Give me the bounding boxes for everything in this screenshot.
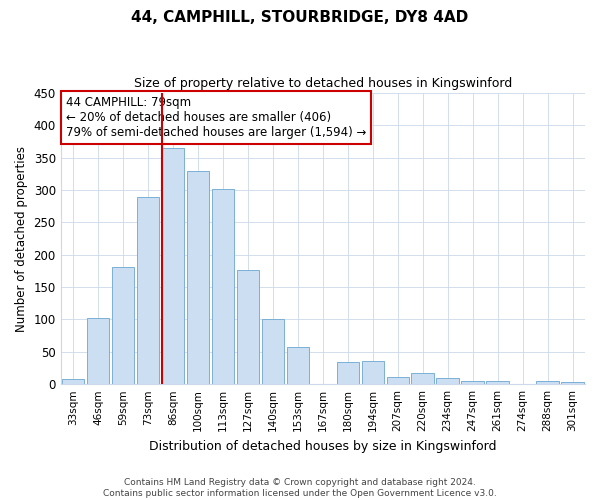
Bar [386, 377, 409, 384]
Bar [236, 270, 259, 384]
X-axis label: Distribution of detached houses by size in Kingswinford: Distribution of detached houses by size … [149, 440, 497, 452]
Bar [262, 320, 284, 384]
Title: Size of property relative to detached houses in Kingswinford: Size of property relative to detached ho… [134, 78, 512, 90]
Bar [62, 379, 85, 384]
Bar [461, 381, 484, 384]
Text: 44 CAMPHILL: 79sqm
← 20% of detached houses are smaller (406)
79% of semi-detach: 44 CAMPHILL: 79sqm ← 20% of detached hou… [66, 96, 366, 139]
Text: Contains HM Land Registry data © Crown copyright and database right 2024.
Contai: Contains HM Land Registry data © Crown c… [103, 478, 497, 498]
Bar [162, 148, 184, 384]
Bar [536, 381, 559, 384]
Bar [137, 197, 159, 384]
Bar [436, 378, 459, 384]
Bar [187, 170, 209, 384]
Bar [561, 382, 584, 384]
Bar [112, 267, 134, 384]
Text: 44, CAMPHILL, STOURBRIDGE, DY8 4AD: 44, CAMPHILL, STOURBRIDGE, DY8 4AD [131, 10, 469, 25]
Bar [362, 361, 384, 384]
Bar [412, 373, 434, 384]
Y-axis label: Number of detached properties: Number of detached properties [15, 146, 28, 332]
Bar [287, 346, 309, 384]
Bar [87, 318, 109, 384]
Bar [337, 362, 359, 384]
Bar [487, 381, 509, 384]
Bar [212, 189, 234, 384]
